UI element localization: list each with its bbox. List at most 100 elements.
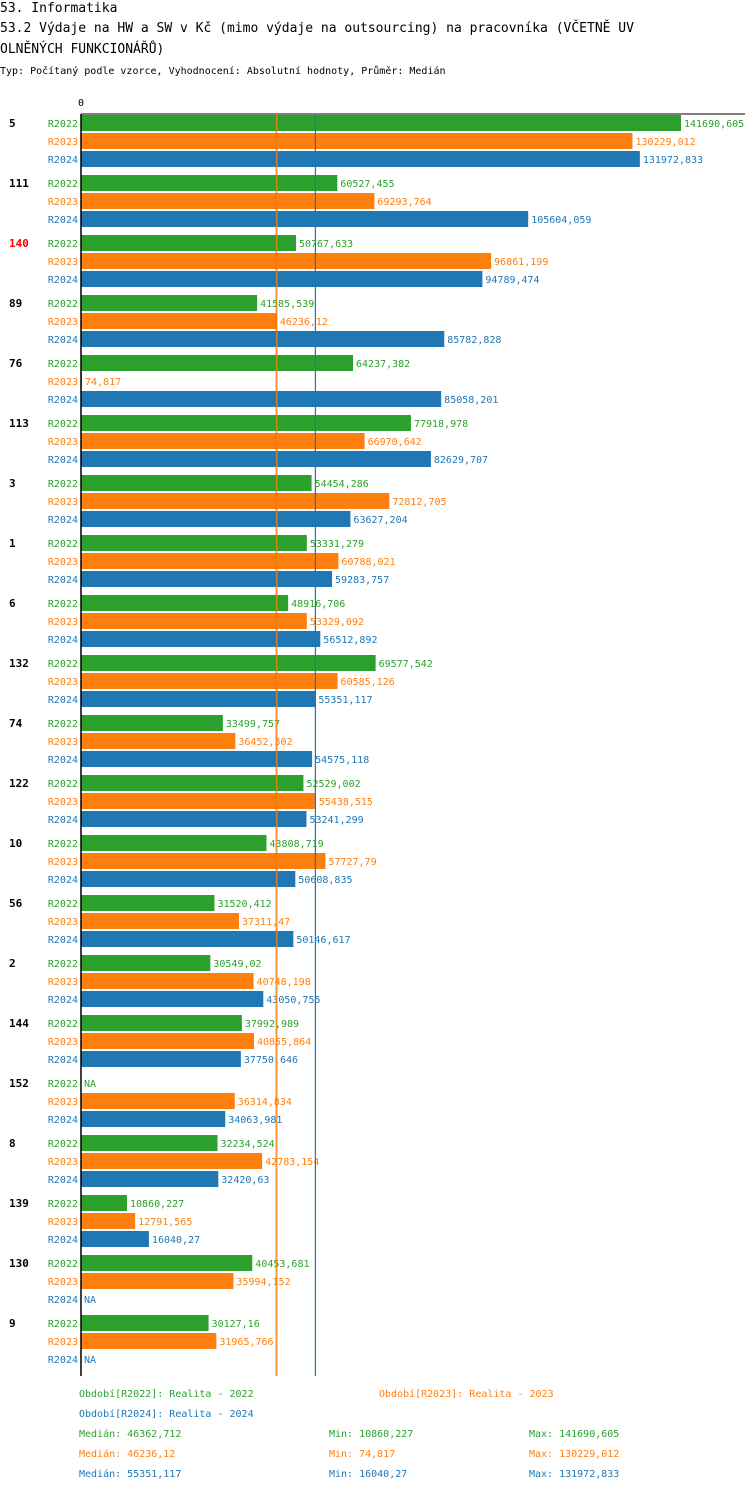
series-label: R2022 <box>48 1259 78 1270</box>
bar-r2024 <box>81 751 313 767</box>
bar-r2022 <box>81 535 307 551</box>
series-label: R2023 <box>48 437 78 448</box>
data-label: 56512,892 <box>323 635 377 646</box>
bar-r2024 <box>81 391 442 407</box>
data-label: 85058,201 <box>444 395 498 406</box>
series-label: R2024 <box>48 755 78 766</box>
data-label: 10860,227 <box>130 1199 184 1210</box>
series-label: R2022 <box>48 119 78 130</box>
data-label: 50767,633 <box>299 239 353 250</box>
bar-r2023 <box>81 553 339 569</box>
series-label: R2023 <box>48 917 78 928</box>
bar-r2024 <box>81 331 445 347</box>
bar-r2022 <box>81 115 681 131</box>
series-label: R2023 <box>48 497 78 508</box>
data-label: 31520,412 <box>217 899 271 910</box>
group-label: 152 <box>9 1077 29 1090</box>
data-label: 69293,764 <box>377 197 431 208</box>
bar-r2024 <box>81 271 483 287</box>
data-label: 60527,455 <box>340 179 394 190</box>
data-label: 54575,118 <box>315 755 369 766</box>
series-label: R2023 <box>48 1037 78 1048</box>
bar-r2023 <box>81 1273 234 1289</box>
data-label: 105604,059 <box>531 215 591 226</box>
bar-r2024 <box>81 451 431 467</box>
chart-subtitle: Typ: Počítaný podle vzorce, Vyhodnocení:… <box>0 66 446 77</box>
data-label: 48916,706 <box>291 599 345 610</box>
data-label: 57727,79 <box>328 857 376 868</box>
data-label: 40855,864 <box>257 1037 311 1048</box>
group-label: 122 <box>9 777 29 790</box>
bar-r2024 <box>81 991 264 1007</box>
series-label: R2022 <box>48 1199 78 1210</box>
bar-r2023 <box>81 673 338 689</box>
series-label: R2022 <box>48 419 78 430</box>
data-label: 72812,705 <box>392 497 446 508</box>
group-label: 74 <box>9 717 23 730</box>
bar-r2022 <box>81 1315 209 1331</box>
data-label: 94789,474 <box>485 275 539 286</box>
series-label: R2023 <box>48 137 78 148</box>
data-label: 54454,286 <box>315 479 369 490</box>
series-label: R2023 <box>48 1217 78 1228</box>
bar-r2024 <box>81 1051 241 1067</box>
section-title: 53. Informatika <box>0 1 118 16</box>
data-label: 64237,382 <box>356 359 410 370</box>
data-label: 82629,707 <box>434 455 488 466</box>
data-label: 12791,565 <box>138 1217 192 1228</box>
group-label: 10 <box>9 837 22 850</box>
data-label: 55351,117 <box>318 695 372 706</box>
bar-r2022 <box>81 475 312 491</box>
data-label: 85782,828 <box>447 335 501 346</box>
series-label: R2022 <box>48 599 78 610</box>
series-label: R2022 <box>48 479 78 490</box>
group-label: 111 <box>9 177 29 190</box>
group-label: 132 <box>9 657 29 670</box>
data-label: NA <box>84 1079 96 1090</box>
bar-r2023 <box>81 253 492 269</box>
data-label: 96861,199 <box>494 257 548 268</box>
series-label: R2022 <box>48 1079 78 1090</box>
bar-r2023 <box>81 733 236 749</box>
bar-r2023 <box>81 1153 263 1169</box>
series-label: R2024 <box>48 695 78 706</box>
series-label: R2024 <box>48 155 78 166</box>
bar-r2023 <box>81 1333 217 1349</box>
data-label: 35994,152 <box>236 1277 290 1288</box>
bar-r2024 <box>81 691 316 707</box>
bar-r2022 <box>81 1195 127 1211</box>
bar-r2022 <box>81 1015 242 1031</box>
series-label: R2022 <box>48 1139 78 1150</box>
data-label: 46236,12 <box>280 317 328 328</box>
x-axis-zero-label: 0 <box>78 98 84 109</box>
data-label: 40453,681 <box>255 1259 309 1270</box>
data-label: 52529,002 <box>306 779 360 790</box>
group-label: 5 <box>9 117 16 130</box>
data-label: 130229,012 <box>635 137 695 148</box>
data-label: 43050,755 <box>266 995 320 1006</box>
data-label: 37992,989 <box>245 1019 299 1030</box>
bar-r2022 <box>81 955 211 971</box>
chart-title-line2: OLNĚNÝCH FUNKCIONÁŘŮ) <box>0 42 165 57</box>
bar-r2024 <box>81 931 294 947</box>
series-label: R2023 <box>48 677 78 688</box>
series-label: R2024 <box>48 575 78 586</box>
series-label: R2024 <box>48 1235 78 1246</box>
series-label: R2024 <box>48 335 78 346</box>
series-label: R2024 <box>48 815 78 826</box>
group-label: 9 <box>9 1317 16 1330</box>
bar-r2024 <box>81 811 307 827</box>
series-label: R2022 <box>48 359 78 370</box>
series-label: R2022 <box>48 719 78 730</box>
series-label: R2024 <box>48 1115 78 1126</box>
bar-r2023 <box>81 853 326 869</box>
series-label: R2022 <box>48 899 78 910</box>
series-label: R2023 <box>48 1157 78 1168</box>
series-label: R2022 <box>48 1019 78 1030</box>
data-label: 31965,766 <box>219 1337 273 1348</box>
series-label: R2023 <box>48 617 78 628</box>
data-label: 55438,515 <box>319 797 373 808</box>
series-label: R2023 <box>48 857 78 868</box>
series-label: R2022 <box>48 239 78 250</box>
